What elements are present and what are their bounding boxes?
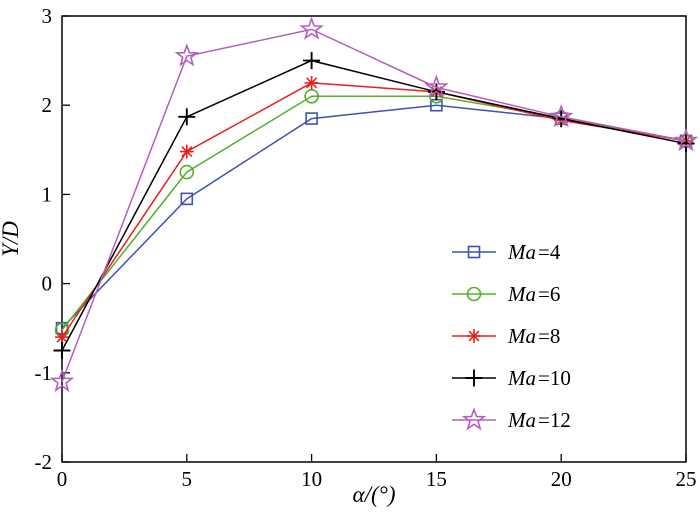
- square-marker: [467, 245, 481, 259]
- x-tick-label: 15: [426, 467, 447, 491]
- legend-entry: Ma=6: [452, 282, 560, 306]
- square-marker: [180, 192, 194, 206]
- legend-label: Ma=12: [507, 408, 571, 432]
- star-marker: [299, 16, 324, 40]
- y-tick-label: 2: [42, 93, 53, 117]
- asterisk-marker: [181, 146, 193, 158]
- y-tick-label: 3: [42, 4, 53, 28]
- plot-area: 0 5 10 15 20 25 -2 -1 0 1 2 3: [35, 4, 699, 491]
- asterisk-marker: [468, 330, 480, 342]
- legend-entry: Ma=10: [452, 366, 571, 390]
- legend-label: Ma=6: [507, 282, 560, 306]
- star-marker: [174, 43, 200, 67]
- legend-label: Ma=4: [507, 240, 561, 264]
- star-marker: [548, 103, 574, 128]
- square-marker: [305, 112, 318, 125]
- x-tick-label: 10: [301, 467, 322, 491]
- x-tick-label: 20: [551, 467, 572, 491]
- asterisk-marker: [56, 331, 68, 343]
- series-line-Ma=12: [61, 28, 687, 382]
- asterisk-marker: [306, 77, 318, 89]
- y-axis-label: Y/D: [0, 221, 23, 257]
- series-line-Ma=8: [61, 82, 687, 338]
- circle-marker: [466, 286, 482, 302]
- y-tick-label: 0: [42, 272, 53, 296]
- legend-label: Ma=8: [507, 324, 560, 348]
- series-line-Ma=6: [61, 95, 687, 331]
- circle-marker: [179, 164, 195, 180]
- star-marker: [424, 74, 449, 98]
- y-tick-label: -2: [35, 450, 53, 474]
- legend-label: Ma=10: [507, 366, 571, 390]
- legend-entry: Ma=4: [452, 240, 561, 264]
- star-marker: [673, 128, 699, 152]
- x-tick-label: 5: [182, 467, 193, 491]
- series-line-Ma=10: [61, 59, 687, 351]
- legend-entry: Ma=8: [452, 324, 560, 348]
- chart-legend: Ma=4 Ma=6 Ma=8 Ma=10 Ma=12: [452, 240, 571, 432]
- x-axis-label: α/(°): [353, 482, 396, 507]
- star-marker: [461, 407, 487, 431]
- y-tick-label: 1: [42, 182, 53, 206]
- plot-frame: [61, 15, 687, 463]
- y-tick-label: -1: [35, 361, 53, 385]
- x-tick-label: 0: [57, 467, 68, 491]
- x-tick-label: 25: [676, 467, 697, 491]
- legend-entry: Ma=12: [452, 407, 571, 432]
- star-marker: [49, 368, 75, 393]
